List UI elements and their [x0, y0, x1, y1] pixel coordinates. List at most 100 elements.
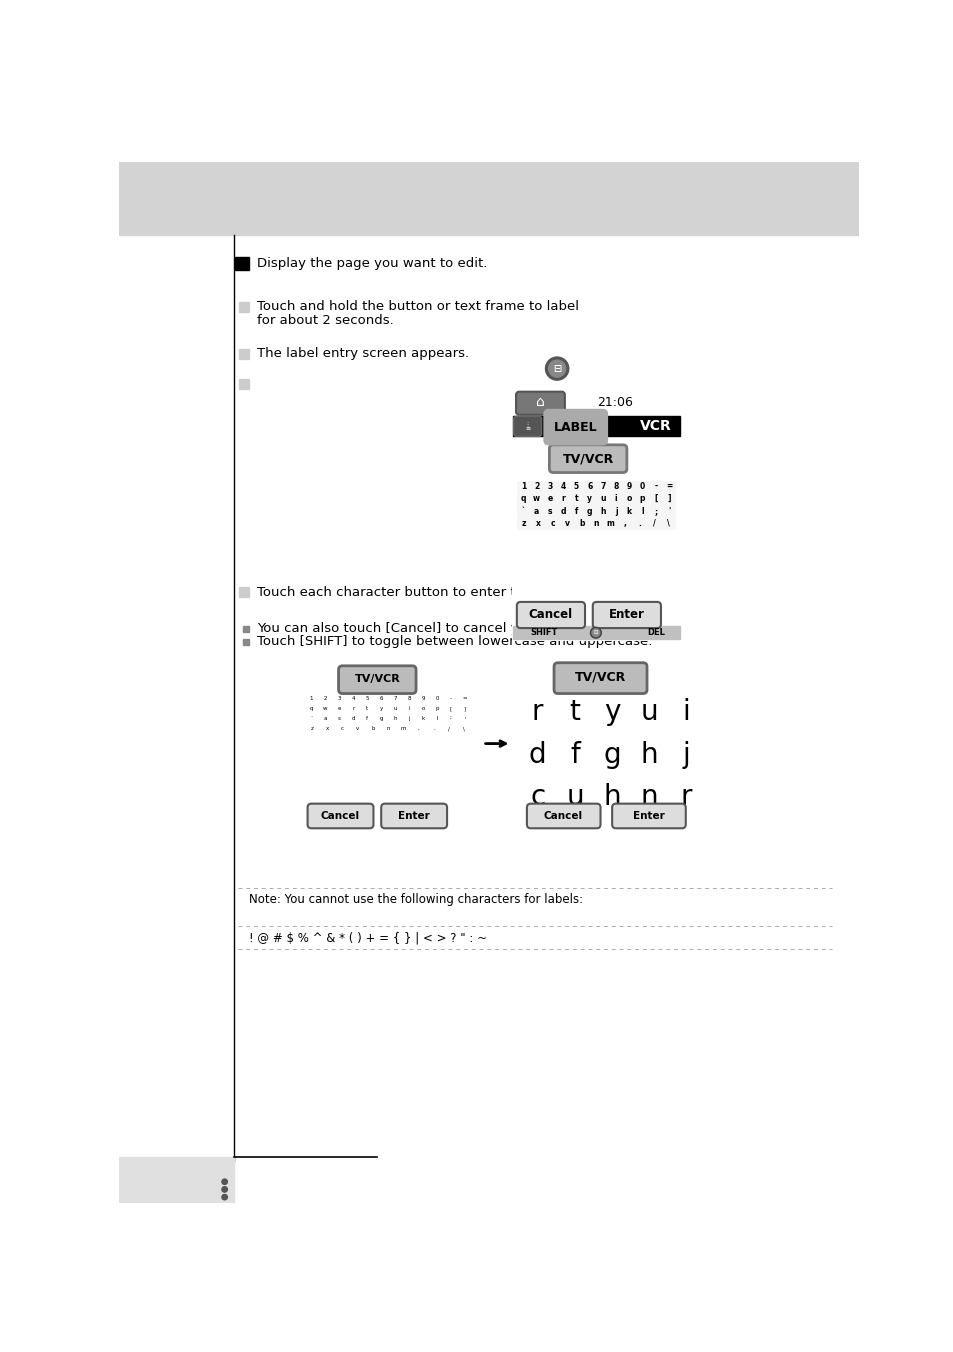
Bar	[346, 694, 359, 703]
Text: 0: 0	[435, 696, 438, 702]
Text: r: r	[560, 495, 564, 503]
Bar	[530, 506, 542, 516]
Bar	[513, 626, 679, 639]
Bar	[596, 493, 608, 504]
Bar	[119, 162, 858, 235]
Text: r: r	[680, 783, 692, 811]
Text: /: /	[652, 519, 655, 527]
Text: 3: 3	[337, 696, 341, 702]
Text: DEL: DEL	[647, 629, 664, 637]
Circle shape	[592, 629, 599, 637]
Bar	[575, 518, 588, 529]
Bar	[430, 714, 443, 723]
FancyBboxPatch shape	[549, 445, 626, 473]
Bar	[543, 506, 556, 516]
Bar	[662, 506, 675, 516]
Text: k: k	[421, 717, 424, 721]
Bar	[360, 704, 374, 714]
Text: r: r	[352, 706, 355, 711]
Bar	[360, 714, 374, 723]
Bar	[560, 518, 574, 529]
Text: The label entry screen appears.: The label entry screen appears.	[257, 347, 469, 361]
Text: TV/VCR: TV/VCR	[355, 673, 399, 684]
Text: y: y	[603, 699, 619, 726]
Text: ,: ,	[417, 726, 419, 731]
Bar	[557, 506, 569, 516]
Text: SHIFT: SHIFT	[530, 629, 558, 637]
Text: a: a	[534, 507, 538, 515]
Text: w: w	[533, 495, 539, 503]
Text: 9: 9	[626, 481, 631, 491]
Text: m: m	[400, 726, 406, 731]
Bar	[416, 694, 430, 703]
Text: o: o	[421, 706, 424, 711]
Bar	[667, 776, 704, 818]
Bar	[318, 694, 332, 703]
Bar	[662, 493, 675, 504]
Text: d: d	[559, 507, 565, 515]
Text: y: y	[586, 495, 592, 503]
Bar	[402, 714, 416, 723]
Text: i: i	[408, 706, 410, 711]
Text: z: z	[311, 726, 314, 731]
Text: b: b	[371, 726, 375, 731]
Bar	[238, 303, 249, 312]
Text: n: n	[593, 519, 598, 527]
Text: h: h	[639, 741, 658, 769]
Bar	[649, 493, 661, 504]
Circle shape	[222, 1179, 227, 1184]
FancyBboxPatch shape	[612, 803, 685, 829]
Bar	[636, 506, 648, 516]
Circle shape	[545, 357, 568, 380]
Text: m: m	[606, 519, 614, 527]
Text: 0: 0	[639, 481, 644, 491]
Bar	[636, 480, 648, 492]
Bar	[609, 493, 621, 504]
Text: h: h	[599, 507, 605, 515]
Bar	[570, 506, 582, 516]
Text: ': '	[464, 717, 465, 721]
Bar	[557, 480, 569, 492]
Bar	[518, 652, 704, 836]
Bar	[570, 493, 582, 504]
Bar	[545, 518, 559, 529]
Text: 1: 1	[310, 696, 313, 702]
Text: \: \	[666, 519, 669, 527]
Text: Enter: Enter	[608, 608, 644, 622]
Bar	[662, 480, 675, 492]
Text: h: h	[393, 717, 396, 721]
Text: ]: ]	[463, 706, 465, 711]
Text: Cancel: Cancel	[528, 608, 573, 622]
Bar	[518, 691, 556, 734]
Text: .: .	[433, 726, 435, 731]
Circle shape	[590, 627, 600, 638]
Text: 8: 8	[613, 481, 618, 491]
Text: c: c	[340, 726, 344, 731]
Text: Touch each character button to enter the label.: Touch each character button to enter the…	[257, 587, 573, 599]
Bar	[618, 518, 631, 529]
Text: p: p	[435, 706, 438, 711]
Bar	[335, 723, 350, 733]
Bar	[557, 493, 569, 504]
Bar	[649, 506, 661, 516]
Bar	[543, 480, 556, 492]
Bar	[304, 723, 319, 733]
Bar	[318, 714, 332, 723]
Text: ]: ]	[667, 495, 670, 503]
Text: -: -	[654, 481, 657, 491]
Text: 2: 2	[323, 696, 327, 702]
Text: c: c	[550, 519, 555, 527]
Bar	[375, 694, 388, 703]
Text: f: f	[366, 717, 368, 721]
Text: u: u	[599, 495, 605, 503]
Text: s: s	[547, 507, 552, 515]
FancyBboxPatch shape	[513, 416, 541, 437]
Text: v: v	[564, 519, 569, 527]
Text: 4: 4	[352, 696, 355, 702]
Text: =: =	[462, 696, 467, 702]
Bar	[646, 518, 660, 529]
Bar	[589, 518, 602, 529]
Text: Display the page you want to edit.: Display the page you want to edit.	[257, 257, 487, 270]
Text: s: s	[337, 717, 340, 721]
Bar	[457, 694, 471, 703]
